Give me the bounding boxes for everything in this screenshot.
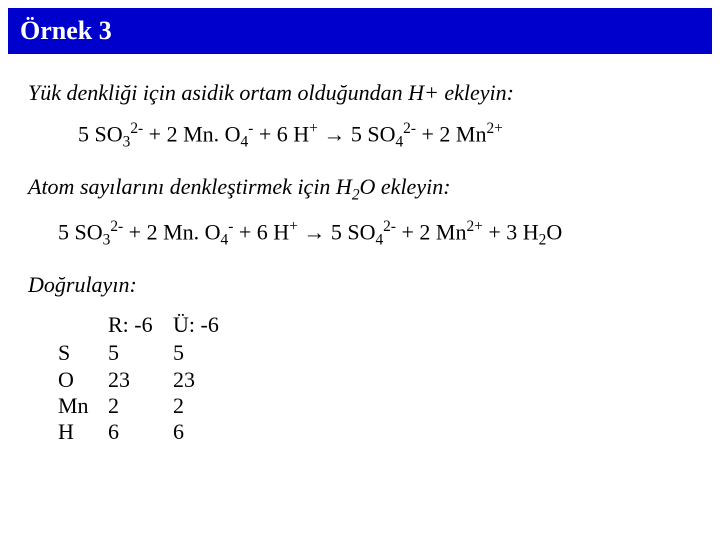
verify-row: H 6 6 [58, 419, 238, 445]
verify-r: 23 [108, 367, 173, 393]
verify-u: 2 [173, 393, 238, 419]
eq2-p1: 5 SO [58, 219, 103, 244]
verify-empty [58, 312, 108, 340]
verify-block: R: -6 Ü: -6 S 5 5 O 23 23 Mn 2 2 [58, 312, 700, 446]
eq2-tail: + 3 H [483, 219, 539, 244]
verify-u: 23 [173, 367, 238, 393]
eq2-arrow: → [298, 219, 331, 244]
verify-el: O [58, 367, 108, 393]
eq1-p3: + 6 H [253, 121, 309, 146]
eq2-p5: + 2 Mn [396, 219, 466, 244]
sup-2plus-d: 2+ [466, 218, 482, 235]
title-bar: Örnek 3 [8, 8, 712, 54]
slide-title: Örnek 3 [20, 16, 112, 46]
verify-row: Mn 2 2 [58, 393, 238, 419]
eq2-p2: + 2 Mn. O [123, 219, 220, 244]
eq1-p1: 5 SO [78, 121, 123, 146]
eq2-p3: + 6 H [233, 219, 289, 244]
verify-el: Mn [58, 393, 108, 419]
verify-r: 5 [108, 340, 173, 366]
equation-2: 5 SO32- + 2 Mn. O4- + 6 H+ → 5 SO42- + 2… [58, 218, 700, 250]
verify-row: S 5 5 [58, 340, 238, 366]
sub-2-mid: 2 [352, 186, 360, 203]
verify-row: O 23 23 [58, 367, 238, 393]
sup-2minus: 2- [130, 120, 143, 137]
verify-el: H [58, 419, 108, 445]
eq1-p2: + 2 Mn. O [143, 121, 240, 146]
instruction-1: Yük denkliği için asidik ortam olduğunda… [28, 80, 700, 106]
sup-plus-c: + [289, 218, 298, 235]
verify-el: S [58, 340, 108, 366]
sup-2minus-d: 2- [383, 218, 396, 235]
instruction-mid: Atom sayılarını denkleştirmek için H2O e… [28, 174, 700, 204]
slide: Örnek 3 Yük denkliği için asidik ortam o… [0, 0, 720, 540]
verify-r: 2 [108, 393, 173, 419]
verify-header-r: R: -6 [108, 312, 173, 340]
eq2-p4: 5 SO [331, 219, 376, 244]
verify-r: 6 [108, 419, 173, 445]
eq1-p4: 5 SO [351, 121, 396, 146]
sup-plus: + [309, 120, 318, 137]
eq1-arrow: → [318, 121, 351, 146]
content-area: Yük denkliği için asidik ortam olduğunda… [28, 70, 700, 446]
sup-2minus-b: 2- [403, 120, 416, 137]
verify-u: 6 [173, 419, 238, 445]
verify-header-row: R: -6 Ü: -6 [58, 312, 238, 340]
verify-u: 5 [173, 340, 238, 366]
sup-2plus: 2+ [486, 120, 502, 137]
verify-table: R: -6 Ü: -6 S 5 5 O 23 23 Mn 2 2 [58, 312, 238, 446]
instr-mid-b: O ekleyin: [360, 174, 451, 199]
sup-2minus-c: 2- [110, 218, 123, 235]
verify-header-u: Ü: -6 [173, 312, 238, 340]
equation-1: 5 SO32- + 2 Mn. O4- + 6 H+ → 5 SO42- + 2… [78, 120, 700, 152]
instruction-2: Doğrulayın: [28, 272, 700, 298]
instr-mid-a: Atom sayılarını denkleştirmek için H [28, 174, 352, 199]
eq1-p5: + 2 Mn [416, 121, 486, 146]
eq2-tailO: O [546, 219, 562, 244]
